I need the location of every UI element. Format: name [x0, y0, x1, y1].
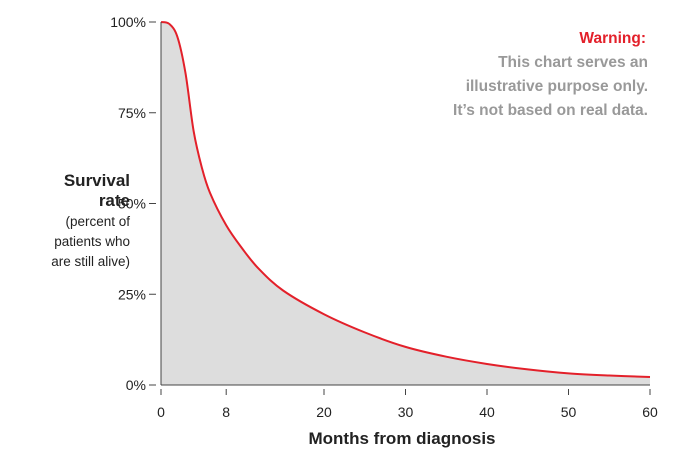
x-tick-label: 20: [316, 404, 332, 420]
y-tick-label: 50%: [118, 196, 146, 212]
x-tick-label: 30: [398, 404, 414, 420]
x-tick-label: 40: [479, 404, 495, 420]
survival-area-fill: [161, 22, 650, 385]
y-tick-label: 0%: [126, 377, 146, 393]
y-axis-ticks: 0% 25% 50% 75% 100%: [110, 14, 156, 393]
y-axis-label: Survival rate (percent of patients who a…: [51, 171, 130, 269]
y-tick-label: 25%: [118, 286, 146, 302]
y-axis-sublabel-line-2: patients who: [54, 234, 130, 249]
x-axis-label: Months from diagnosis: [309, 429, 496, 448]
x-tick-label: 8: [222, 404, 230, 420]
y-tick-label: 100%: [110, 14, 146, 30]
x-axis-ticks: 0 8 20 30 40 50 60: [157, 389, 658, 420]
warning-line-3: It’s not based on real data.: [453, 102, 648, 119]
survival-curve-line: [160, 21, 651, 379]
x-tick-label: 50: [561, 404, 577, 420]
y-axis-label-line-1: Survival: [64, 171, 130, 190]
x-tick-label: 60: [642, 404, 658, 420]
y-axis-sublabel-line-3: are still alive): [51, 254, 130, 269]
y-tick-label: 75%: [118, 105, 146, 121]
x-tick-label: 0: [157, 404, 165, 420]
y-axis-sublabel-line-1: (percent of: [65, 214, 130, 229]
warning-line-1: This chart serves an: [498, 54, 648, 71]
warning-annotation: Warning: This chart serves an illustrati…: [453, 30, 648, 119]
warning-title: Warning:: [579, 30, 646, 47]
warning-line-2: illustrative purpose only.: [466, 78, 648, 95]
y-axis-label-line-2: rate: [99, 191, 130, 210]
